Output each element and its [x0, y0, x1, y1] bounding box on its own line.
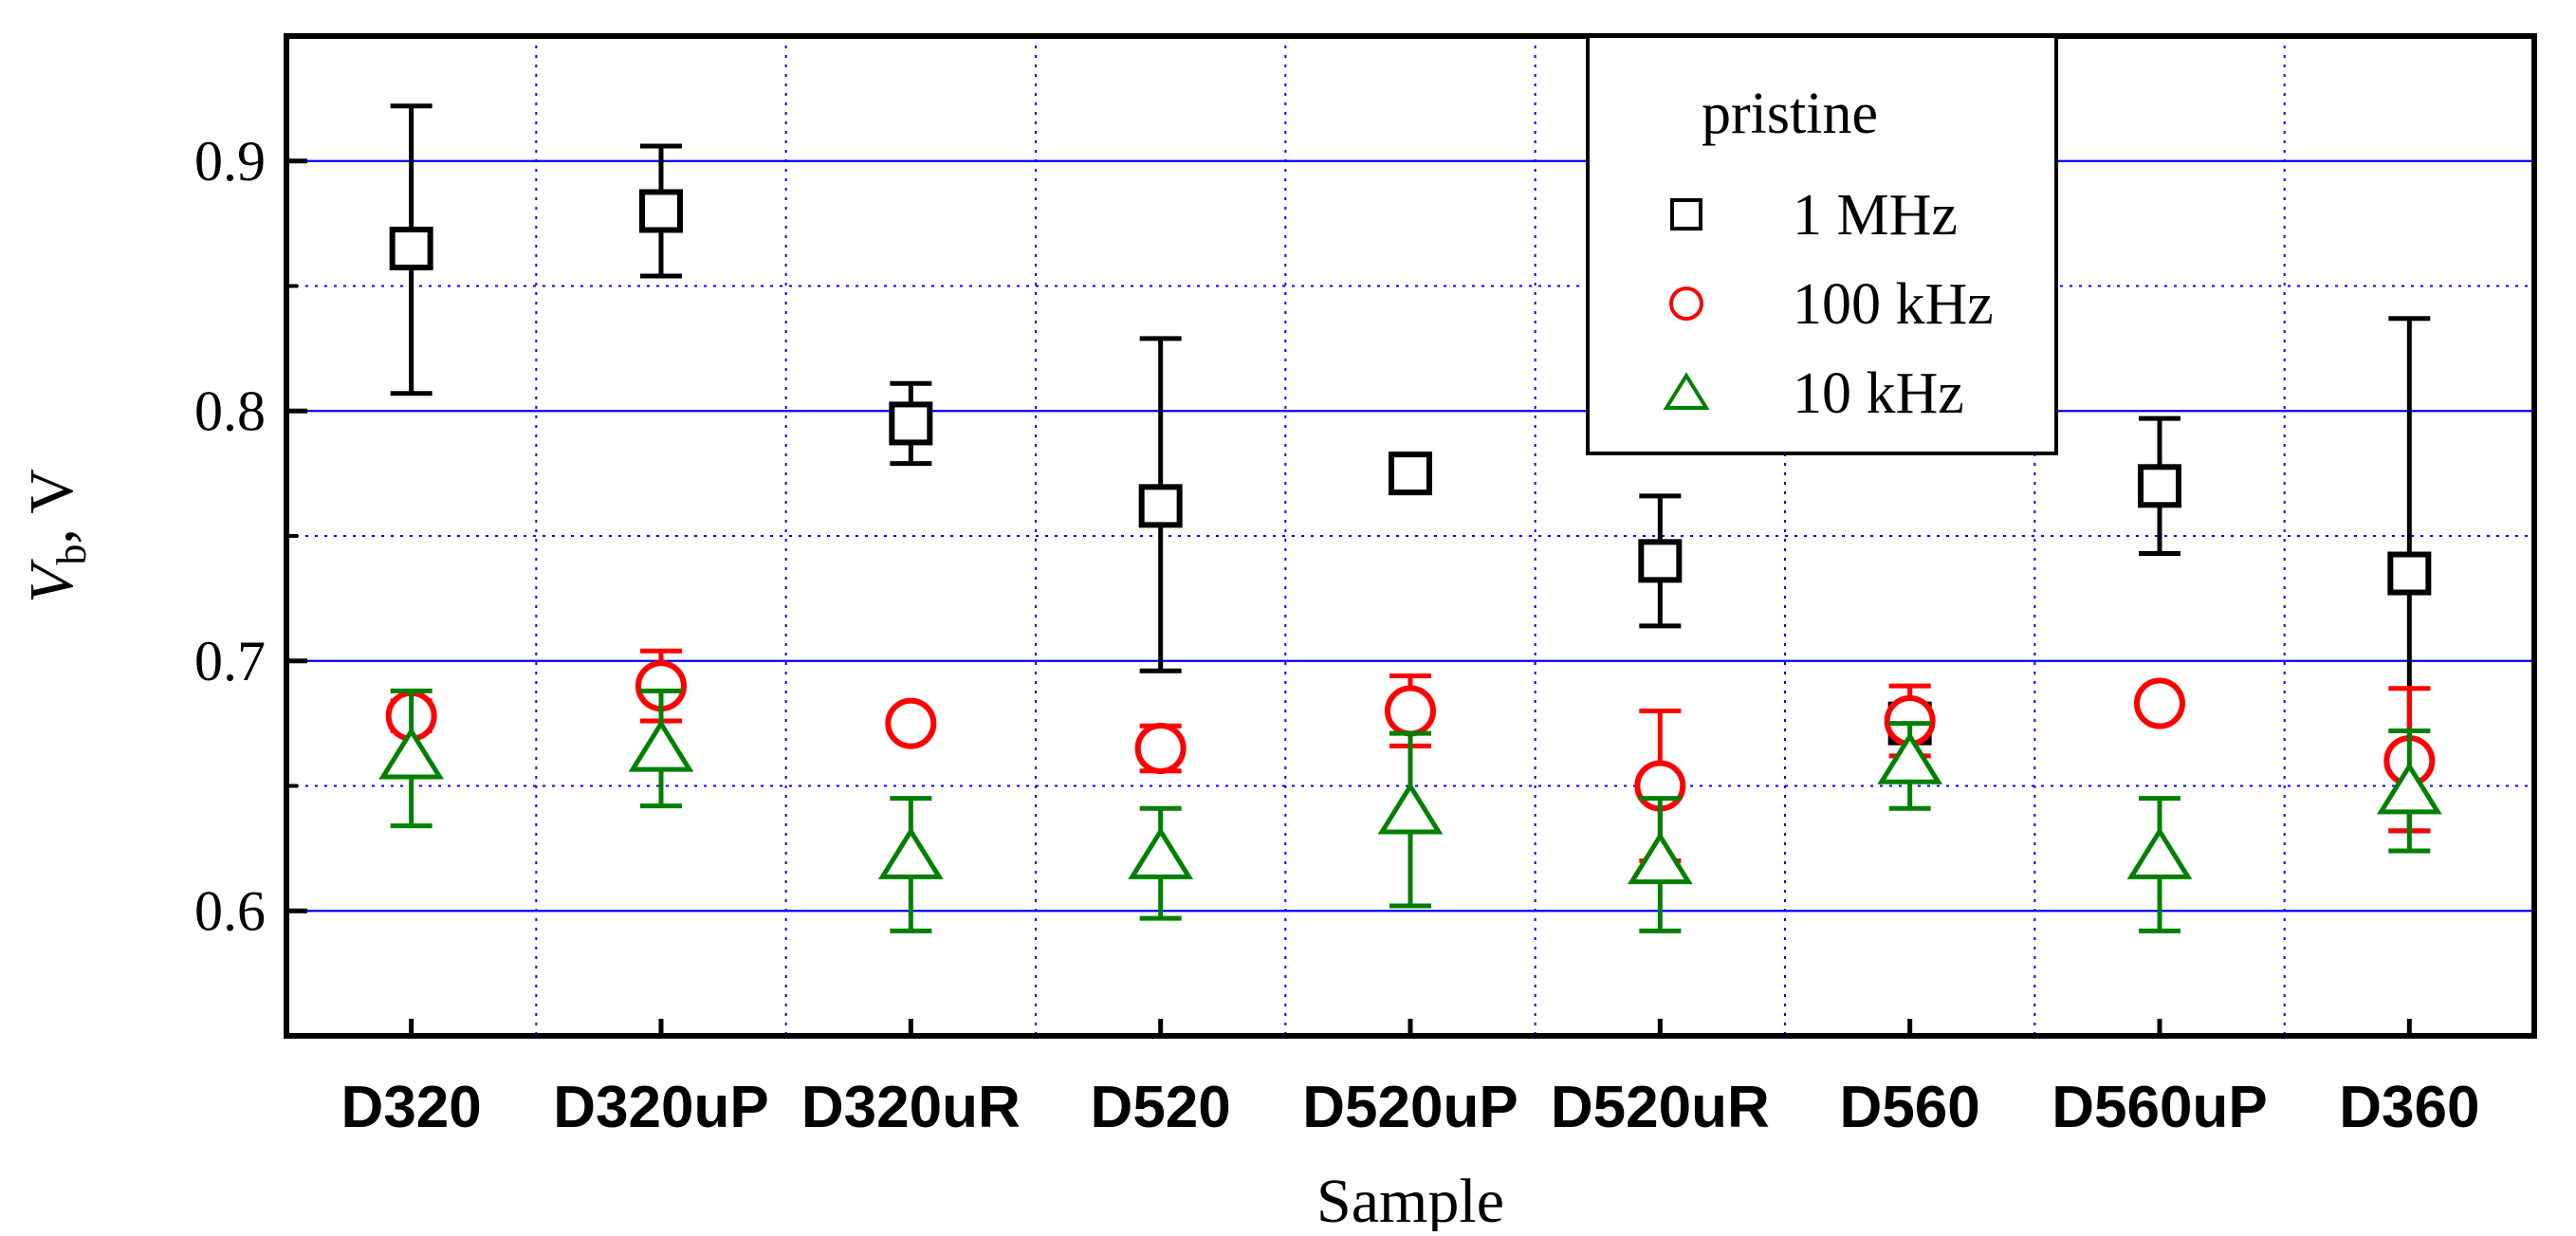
y-axis-title: Vb, V: [17, 469, 95, 603]
series-1-mhz: [389, 103, 2432, 834]
data-point: [2387, 551, 2432, 596]
legend: pristine 1 MHz 100 kHz 10 kHz: [1586, 34, 2058, 455]
x-tick-label: D560: [1840, 1075, 1980, 1140]
x-tick-label: D360: [2339, 1075, 2479, 1140]
axis-layer: 0.6 0.7 0.8 0.9 D320 D320uP D320uR D520 D520uP D5…: [17, 33, 2537, 1236]
data-point: [1138, 484, 1183, 528]
y-tick-label: 0.7: [194, 630, 266, 692]
x-tick-label: D320: [341, 1075, 482, 1140]
legend-label: 1 MHz: [1793, 183, 1958, 248]
x-tick-label: D320uP: [553, 1075, 768, 1140]
data-point: [877, 826, 944, 879]
data-point: [2134, 677, 2185, 729]
x-tick-label: D520uP: [1302, 1075, 1518, 1140]
data-point: [1877, 731, 1943, 784]
data-point: [1627, 831, 1693, 885]
x-tick-label: D520uR: [1551, 1075, 1770, 1140]
data-point: [1377, 782, 1444, 835]
y-tick-label: 0.9: [194, 130, 266, 193]
data-point: [889, 401, 933, 446]
data-point: [378, 727, 445, 780]
data-point: [628, 719, 694, 772]
series-layer: [378, 103, 2442, 933]
data-point: [1389, 452, 1432, 496]
x-tick-label: D560uP: [2052, 1075, 2267, 1140]
data-point: [885, 697, 937, 749]
y-tick-label: 0.8: [194, 379, 266, 442]
legend-marker-circle: [1669, 286, 1703, 321]
legend-marker-triangle: [1663, 372, 1710, 410]
data-point: [389, 226, 433, 270]
legend-label: 100 kHz: [1793, 272, 1994, 337]
data-point: [2138, 464, 2181, 508]
data-point: [1638, 539, 1683, 583]
data-point: [1385, 685, 1436, 737]
y-tick-label: 0.6: [194, 879, 266, 942]
x-axis-title: Sample: [1316, 1167, 1504, 1231]
x-tick-label: D520: [1091, 1075, 1231, 1140]
legend-box: [1586, 34, 2058, 455]
x-tick-label: D320uR: [801, 1075, 1021, 1140]
data-point: [2376, 762, 2442, 815]
legend-marker-square: [1670, 198, 1702, 231]
legend-title: pristine: [1702, 82, 1878, 146]
data-point: [1134, 722, 1187, 774]
series-10-khz: [378, 688, 2442, 933]
data-point: [639, 189, 683, 233]
legend-label: 10 kHz: [1793, 361, 1964, 426]
data-point: [2126, 826, 2193, 879]
data-point: [1128, 826, 1194, 879]
